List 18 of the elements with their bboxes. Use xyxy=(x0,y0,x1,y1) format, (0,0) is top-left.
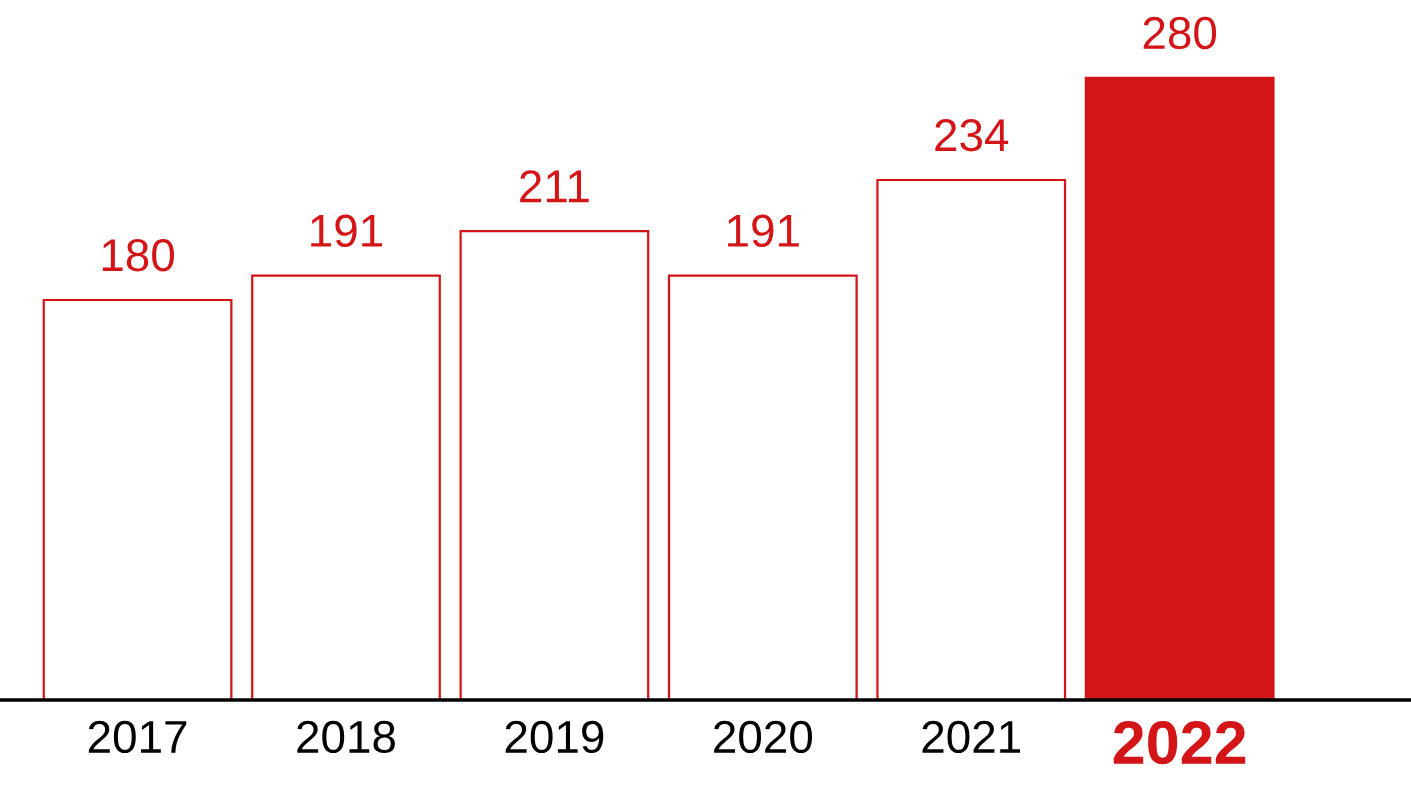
bar xyxy=(251,274,441,700)
bar xyxy=(876,178,1067,700)
bar xyxy=(459,230,650,700)
bar xyxy=(1084,76,1275,700)
x-tick-label: 2017 xyxy=(88,720,187,754)
x-tick-label: 2020 xyxy=(714,720,813,754)
bar xyxy=(42,298,233,700)
bar xyxy=(667,274,858,700)
data-label: 211 xyxy=(520,170,589,203)
x-tick-label: 2022 xyxy=(1113,721,1246,765)
data-label: 280 xyxy=(1143,16,1217,50)
x-tick-label: 2021 xyxy=(922,720,1020,754)
data-label: 191 xyxy=(311,214,382,248)
x-tick-label: 2019 xyxy=(505,720,604,754)
data-label: 180 xyxy=(102,239,174,272)
data-label: 191 xyxy=(728,214,799,248)
data-label: 234 xyxy=(935,119,1009,152)
x-tick-label: 2018 xyxy=(297,720,395,754)
